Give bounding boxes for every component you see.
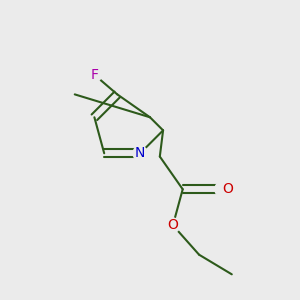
Circle shape (166, 218, 180, 232)
Circle shape (133, 146, 147, 160)
Circle shape (215, 182, 229, 196)
Text: N: N (135, 146, 146, 160)
Text: F: F (90, 68, 98, 82)
Circle shape (87, 68, 102, 82)
Text: O: O (222, 182, 233, 196)
Text: O: O (167, 218, 178, 232)
